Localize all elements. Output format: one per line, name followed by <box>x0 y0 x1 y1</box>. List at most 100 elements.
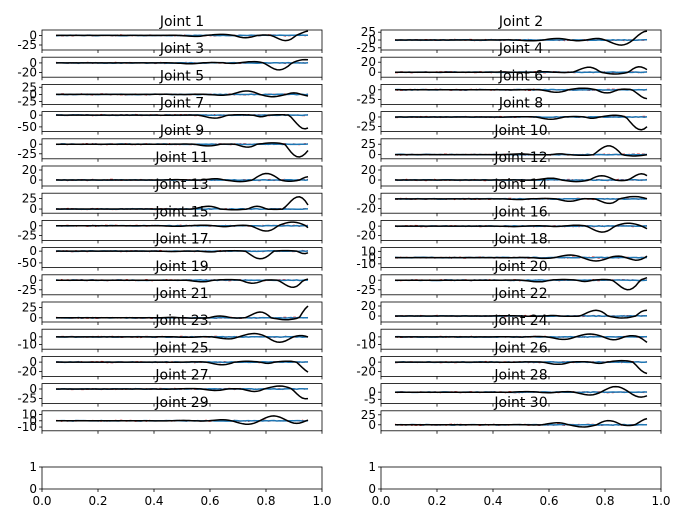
joint-8-series-black <box>395 114 648 131</box>
joint-3-title: Joint 3 <box>159 41 204 57</box>
joint-20-y-tick-label-1: -25 <box>356 283 376 297</box>
joint-15-title: Joint 15 <box>154 204 208 220</box>
joint-22-y-tick-label-0: 20 <box>361 299 376 313</box>
joint-25-y-tick-label-1: -20 <box>17 365 37 379</box>
joint-30-y-tick-label-1: 0 <box>368 418 376 432</box>
bottom-axes-1-x-tick-label-0: 0.0 <box>32 494 51 508</box>
joint-10-title: Joint 10 <box>493 123 547 139</box>
joint-5-y-tick-label-1: 0 <box>29 87 37 101</box>
joint-16-series-black <box>395 222 648 233</box>
joint-23-y-tick-label-1: -10 <box>17 338 37 352</box>
joint-4-y-tick-label-1: 0 <box>368 65 376 79</box>
joint-1-series-black <box>56 30 309 42</box>
joint-1-axes-frame <box>41 29 323 51</box>
joint-9-series-black <box>56 142 309 158</box>
joint-18-y-tick-label-1: 0 <box>368 251 376 265</box>
joint-27-axes-frame <box>41 383 323 405</box>
joint-27-series-black <box>56 385 309 400</box>
joint-9-y-tick-label-1: -25 <box>17 147 37 161</box>
bottom-axes-1-y-tick-label-0: 1 <box>29 460 37 474</box>
joint-11-y-tick-label-1: 0 <box>29 173 37 187</box>
joint-29-y-tick-label-0: 10 <box>22 408 37 422</box>
joint-5-series-black <box>56 90 309 98</box>
joint-28-y-tick-label-0: 0 <box>368 385 376 399</box>
joint-27-title: Joint 27 <box>154 368 208 384</box>
bottom-axes-2-y-tick-label-1: 0 <box>368 482 376 496</box>
joint-20-axes-frame <box>380 274 662 296</box>
joint-28-axes-frame <box>380 383 662 405</box>
bottom-axes-2-x-tick-label-2: 0.4 <box>483 494 502 508</box>
joint-25-series-black <box>56 360 309 373</box>
joint-17-y-tick-label-1: -50 <box>17 256 37 270</box>
joint-11-y-tick-label-0: 20 <box>22 163 37 177</box>
joint-4-axes-frame <box>380 56 662 78</box>
joint-1-y-tick-label-0: 0 <box>29 28 37 42</box>
joint-12-axes-frame <box>380 165 662 187</box>
joint-25-y-tick-label-0: 0 <box>29 355 37 369</box>
joint-22-title: Joint 22 <box>493 286 547 302</box>
joint-14-series-black <box>395 195 648 205</box>
joint-23-y-tick-label-0: 0 <box>29 330 37 344</box>
joint-21-axes-frame <box>41 301 323 323</box>
joint-19-series-black <box>56 278 309 288</box>
bottom-axes-1-x-tick-label-5: 1.0 <box>312 494 331 508</box>
joint-13-title: Joint 13 <box>154 177 208 193</box>
joint-14-title: Joint 14 <box>493 177 547 193</box>
joint-18-title: Joint 18 <box>493 232 547 248</box>
joint-29-y-tick-label-2: -10 <box>17 420 37 434</box>
joint-4-series-black <box>395 66 648 75</box>
joint-2-y-tick-label-2: -25 <box>356 41 376 55</box>
joint-8-y-tick-label-0: 0 <box>368 110 376 124</box>
joint-12-title: Joint 12 <box>493 150 547 166</box>
bottom-axes-2-y-tick-label-0: 1 <box>368 460 376 474</box>
bottom-axes-1-y-tick-label-1: 0 <box>29 482 37 496</box>
joint-17-title: Joint 17 <box>154 232 208 248</box>
joint-20-series-black <box>395 276 648 291</box>
joint-9-axes-frame <box>41 138 323 160</box>
joint-11-title: Joint 11 <box>154 150 208 166</box>
joint-30-y-tick-label-0: 25 <box>361 408 376 422</box>
joint-6-title: Joint 6 <box>498 68 543 84</box>
joint-9-y-tick-label-0: 0 <box>29 137 37 151</box>
joint-18-y-tick-label-2: -10 <box>356 257 376 271</box>
bottom-axes-1-x-tick-label-3: 0.6 <box>200 494 219 508</box>
joint-29-y-tick-label-1: 0 <box>29 414 37 428</box>
bottom-axes-2-x-tick-label-1: 0.2 <box>427 494 446 508</box>
joint-4-y-tick-label-0: 20 <box>361 55 376 69</box>
joint-6-series-black <box>395 87 648 100</box>
joint-2-y-tick-label-0: 25 <box>361 25 376 39</box>
joint-3-axes-frame <box>41 56 323 78</box>
bottom-axes-2-x-tick-label-5: 1.0 <box>651 494 670 508</box>
joint-30-title: Joint 30 <box>493 395 547 411</box>
joint-17-series-black <box>56 249 309 260</box>
joint-16-y-tick-label-1: -20 <box>356 229 376 243</box>
bottom-axes-2-x-tick-label-4: 0.8 <box>595 494 614 508</box>
joint-10-axes-frame <box>380 138 662 160</box>
joint-8-y-tick-label-1: -25 <box>356 120 376 134</box>
joint-3-y-tick-label-1: -20 <box>17 65 37 79</box>
joint-16-title: Joint 16 <box>493 204 547 220</box>
joint-3-series-black <box>56 58 309 71</box>
joint-30-axes-frame <box>380 410 662 432</box>
joint-5-title: Joint 5 <box>159 68 204 84</box>
joint-14-y-tick-label-0: 0 <box>368 192 376 206</box>
joint-5-y-tick-label-0: 25 <box>22 80 37 94</box>
joint-2-title: Joint 2 <box>498 14 543 30</box>
joint-16-y-tick-label-0: 0 <box>368 219 376 233</box>
joint-21-title: Joint 21 <box>154 286 208 302</box>
joint-19-y-tick-label-1: -25 <box>17 283 37 297</box>
joint-25-title: Joint 25 <box>154 340 208 356</box>
joint-12-y-tick-label-1: 0 <box>368 173 376 187</box>
joint-1-y-tick-label-1: -25 <box>17 38 37 52</box>
joint-2-series-black <box>395 30 648 46</box>
bottom-axes-1-frame <box>41 466 323 490</box>
joint-12-series-black <box>395 173 648 183</box>
joint-24-y-tick-label-1: -10 <box>356 338 376 352</box>
joint-7-y-tick-label-1: -50 <box>17 120 37 134</box>
joint-14-y-tick-label-1: -20 <box>356 201 376 215</box>
joint-15-series-black <box>56 221 309 232</box>
joint-10-y-tick-label-1: 0 <box>368 148 376 162</box>
joint-15-y-tick-label-0: 0 <box>29 219 37 233</box>
joint-23-series-black <box>56 332 309 344</box>
